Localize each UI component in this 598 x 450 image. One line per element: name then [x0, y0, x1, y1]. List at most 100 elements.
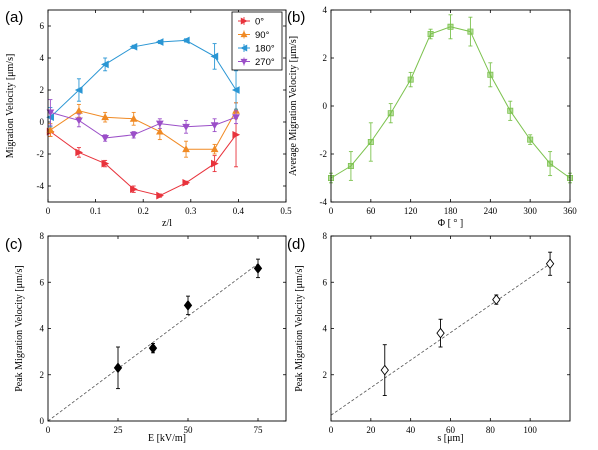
data-point [74, 86, 83, 94]
series-0 [328, 14, 573, 184]
legend: 0° 90° 180° 270° [231, 11, 283, 71]
x-axis-label: E [kV/m] [148, 433, 186, 444]
series-line [50, 39, 237, 118]
series-line [50, 110, 237, 150]
series-180deg [46, 36, 240, 128]
x-tick-label: 360 [563, 206, 577, 216]
y-tick-label: 4 [40, 324, 45, 334]
data-point [407, 76, 414, 83]
data-point [75, 117, 83, 125]
legend-marker [240, 17, 248, 25]
plot-frame [47, 9, 287, 203]
data-point [210, 52, 219, 61]
y-tick-label: 2 [323, 370, 328, 380]
x-tick-label: 240 [484, 206, 498, 216]
y-tick-label: -2 [37, 149, 45, 159]
legend-marker [240, 30, 248, 38]
y-tick-label: 4 [323, 324, 328, 334]
panel-label: (b) [287, 9, 305, 26]
fit-line [47, 263, 259, 422]
data-point [182, 145, 190, 153]
legend-box [231, 11, 283, 71]
x-tick-label: 60 [446, 425, 456, 435]
data-point [387, 110, 394, 117]
data-point [75, 106, 83, 114]
data-point [75, 148, 84, 157]
data-point [547, 160, 554, 167]
y-tick-label: 6 [40, 21, 45, 31]
y-tick-label: 2 [40, 85, 45, 95]
data-point [231, 86, 240, 94]
data-point [347, 163, 354, 169]
x-tick-label: 20 [366, 425, 376, 435]
x-tick-label: 80 [486, 425, 496, 435]
x-tick-label: 0 [329, 206, 334, 216]
data-point [181, 36, 190, 45]
y-tick-label: -4 [37, 181, 45, 191]
y-tick-label: 6 [323, 277, 328, 287]
data-point [436, 327, 445, 339]
x-tick-label: 120 [404, 206, 418, 216]
data-point [155, 38, 164, 46]
y-tick-label: 4 [323, 5, 328, 15]
data-point [129, 114, 138, 122]
data-point [545, 258, 555, 270]
data-point [487, 71, 494, 78]
data-point [527, 136, 534, 143]
x-tick-label: 0 [46, 425, 51, 435]
data-point [148, 342, 158, 354]
plot-frame [330, 9, 571, 203]
data-point [210, 122, 219, 130]
panel-label: (a) [5, 9, 23, 26]
x-tick-label: 40 [406, 425, 416, 435]
panel-d: (d) 0 20 40 60 80 100 2 4 6 8 s [μm] Peak Migration … [287, 231, 571, 444]
data-point [182, 178, 191, 187]
legend-marker [240, 58, 248, 66]
data-point [101, 135, 109, 143]
data-point [101, 60, 109, 69]
y-tick-label: -4 [320, 197, 328, 207]
data-point [211, 159, 219, 168]
data-point [183, 299, 193, 311]
series-90deg [46, 102, 240, 158]
plot-frame [47, 235, 287, 422]
y-tick-label: 0 [40, 117, 45, 127]
data-point [155, 127, 164, 135]
data-point [507, 107, 514, 114]
x-tick-label: 0.2 [138, 206, 149, 216]
series-270deg [46, 99, 240, 143]
legend-label: 90° [255, 30, 270, 41]
x-axis-label: z/l [162, 218, 172, 229]
x-axis-label: Φ [ ° ] [438, 218, 463, 229]
data-point [101, 159, 110, 168]
legend-label: 180° [255, 44, 275, 55]
data-point [232, 130, 241, 139]
x-tick-label: 0 [329, 425, 334, 435]
panel-b: (b) 0 60 120 180 240 300 360 -4 -2 0 2 4 Φ [ ° ] Avera… [287, 5, 577, 229]
y-axis-label: Average Migration Velocity [μm/s] [288, 36, 299, 176]
data-point [232, 114, 240, 122]
y-tick-label: 8 [40, 231, 45, 241]
data-point [380, 364, 389, 376]
y-axis-label: Peak Migration Velocity [μm/s] [14, 265, 25, 392]
y-axis-label: Peak Migration Velocity [μm/s] [294, 265, 305, 392]
legend-label: 270° [255, 57, 275, 68]
x-tick-label: 0 [46, 206, 51, 216]
y-tick-label: -2 [320, 149, 328, 159]
x-tick-label: 100 [523, 425, 537, 435]
y-tick-label: 4 [40, 53, 45, 63]
data-point [101, 113, 109, 121]
data-point [46, 109, 55, 117]
data-point [156, 191, 164, 200]
series-line [330, 26, 571, 179]
x-tick-label: 60 [366, 206, 376, 216]
legend-marker [240, 44, 248, 52]
y-axis-label: Migration Velocity [μm/s] [5, 54, 16, 159]
plot-frame [330, 235, 571, 422]
data-point [46, 125, 55, 133]
y-tick-label: 6 [40, 277, 45, 287]
series-line [50, 131, 237, 197]
data-point [130, 185, 138, 194]
data-point [467, 28, 474, 35]
data-point [427, 31, 434, 37]
